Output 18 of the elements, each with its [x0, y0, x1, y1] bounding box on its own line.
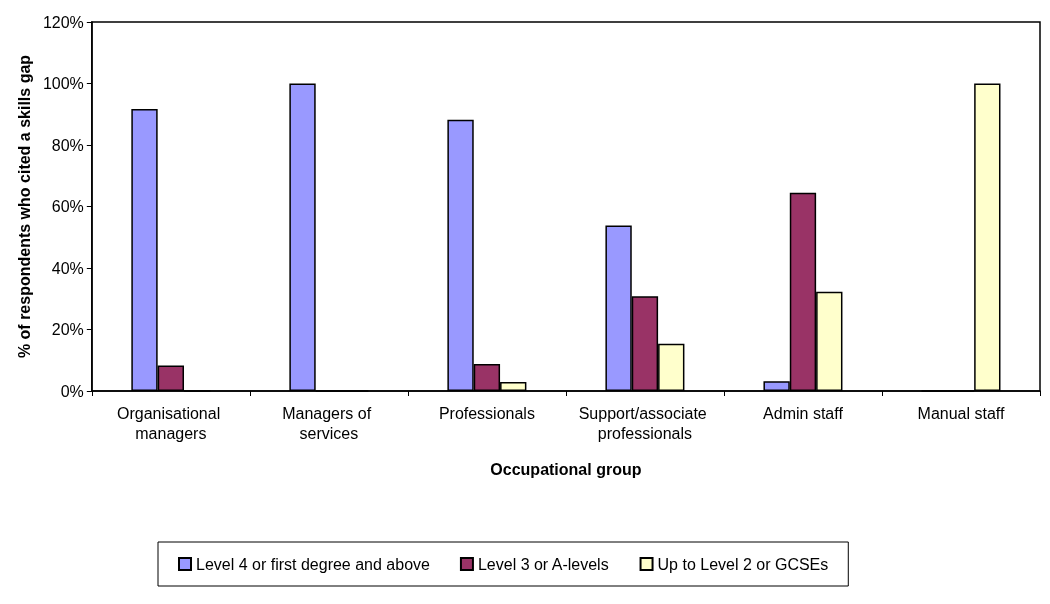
x-tick-label: Professionals	[438, 404, 535, 422]
x-axis-title: Occupational group	[490, 460, 642, 478]
y-tick-label: 100%	[42, 75, 84, 92]
x-tick-label: Managers of services	[282, 404, 376, 442]
legend-label: Up to Level 2 or GCSEs	[657, 555, 829, 573]
y-axis-title: % of respondents who cited a skills gap	[15, 54, 33, 359]
x-tick-label: Admin staff	[763, 404, 844, 422]
y-tick-label: 0%	[60, 382, 84, 400]
x-tick-label: Manual staff	[917, 404, 1005, 422]
y-tick-label: 60%	[51, 198, 84, 215]
y-tick-label: 40%	[51, 259, 84, 277]
y-tick-label: 120%	[42, 13, 84, 31]
legend-label: Level 4 or first degree and above	[196, 555, 431, 573]
y-tick-label: 80%	[51, 136, 84, 154]
x-tick-label: Organisational managers	[117, 404, 225, 442]
x-tick-label: Support/associate professionals	[578, 404, 712, 442]
y-tick-label: 20%	[51, 321, 84, 338]
legend-label: Level 3 or A-levels	[477, 555, 609, 573]
